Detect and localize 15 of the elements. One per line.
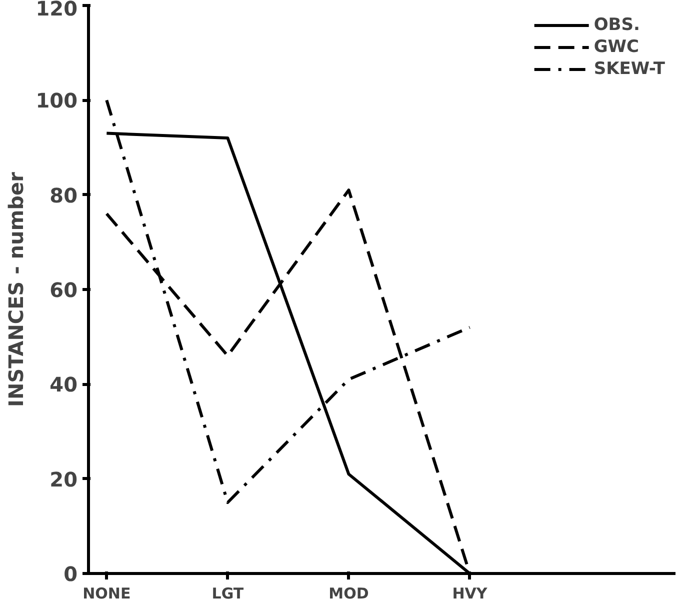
y-tick-label: 20 (50, 467, 78, 492)
legend-label: OBS. (594, 15, 640, 35)
x-tick-label: LGT (212, 584, 244, 602)
x-tick-label: HVY (452, 584, 488, 602)
y-tick-label: 60 (50, 278, 78, 302)
x-tick-label: MOD (328, 584, 369, 602)
y-tick-label: 80 (50, 183, 78, 208)
x-tick-label: NONE (82, 584, 131, 602)
y-tick-label: 40 (50, 372, 78, 397)
legend-label: SKEW-T (594, 59, 665, 79)
y-tick-label: 100 (36, 88, 78, 113)
y-tick-label: 120 (36, 0, 78, 20)
y-axis-title: INSTANCES - number (4, 172, 28, 407)
legend-label: GWC (594, 37, 640, 57)
y-tick-label: 0 (64, 562, 78, 586)
